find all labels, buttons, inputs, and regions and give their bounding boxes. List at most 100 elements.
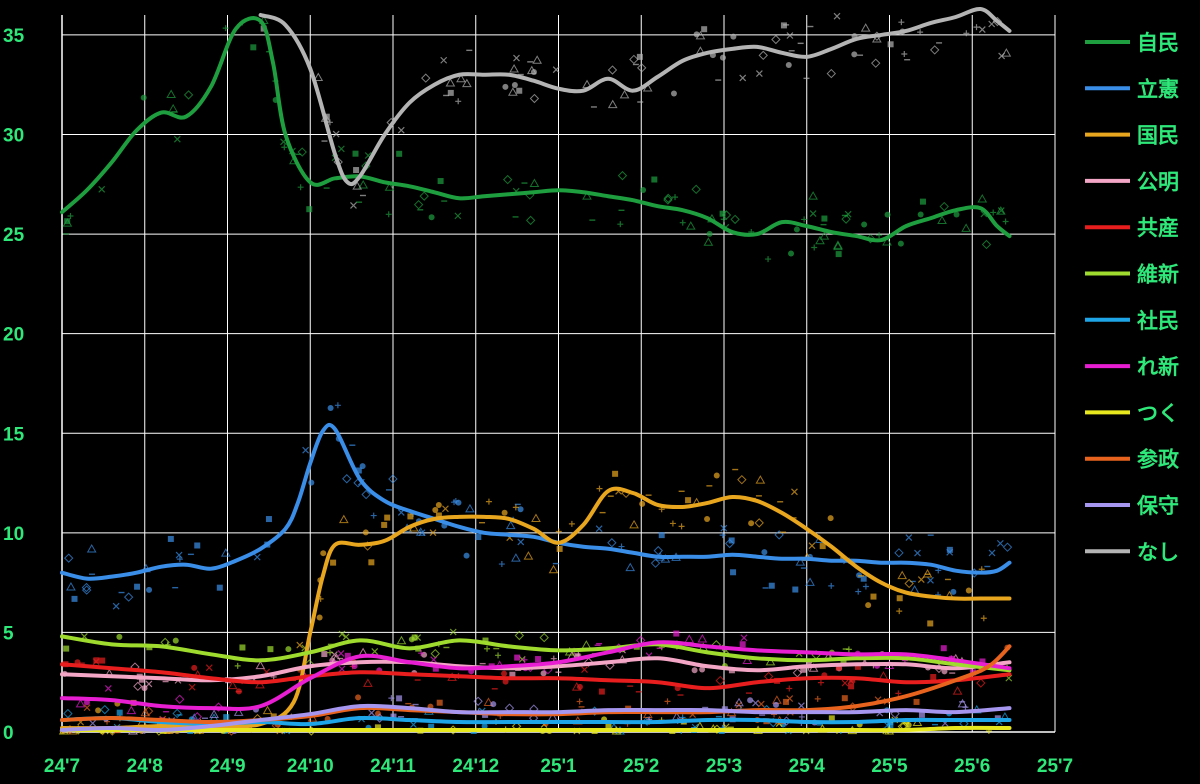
scatter-point-2 <box>755 475 766 484</box>
scatter-point-2 <box>338 514 349 524</box>
scatter-point-5 <box>482 637 489 644</box>
scatter-point-1 <box>81 582 92 593</box>
scatter-point-5 <box>116 633 123 640</box>
scatter-point-11 <box>502 83 509 90</box>
scatter-point-1 <box>950 588 957 595</box>
series-line-7 <box>60 640 1012 711</box>
scatter-point-6 <box>481 723 488 730</box>
x-tick-label: 25'2 <box>623 756 659 777</box>
scatter-point-1 <box>167 535 174 542</box>
scatter-point-7 <box>213 702 224 712</box>
scatter-point-0 <box>811 244 818 251</box>
scatter-point-5 <box>371 648 379 655</box>
scatter-point-10 <box>473 696 483 706</box>
scatter-point-0 <box>884 211 891 218</box>
scatter-point-2 <box>501 509 508 516</box>
scatter-point-2 <box>384 514 391 521</box>
scatter-point-11 <box>978 26 986 33</box>
series-line-8 <box>60 725 1012 733</box>
scatter-point-7 <box>739 641 746 648</box>
scatter-point-1 <box>720 524 728 532</box>
series-line-10 <box>60 703 1012 733</box>
scatter-point-1 <box>452 497 459 504</box>
scatter-point-2 <box>330 559 337 566</box>
scatter-point-2 <box>827 515 834 522</box>
scatter-point-6 <box>63 708 73 719</box>
scatter-point-5 <box>239 644 246 651</box>
scatter-point-0 <box>691 184 701 195</box>
scatter-point-11 <box>636 63 647 73</box>
scatter-point-2 <box>548 564 559 574</box>
scatter-point-2 <box>870 593 877 600</box>
scatter-point-0 <box>679 219 686 226</box>
scatter-point-11 <box>532 55 543 64</box>
scatter-point-1 <box>66 582 76 591</box>
y-tick-label: 10 <box>3 524 24 545</box>
scatter-point-0 <box>297 147 307 157</box>
series-line-0 <box>60 16 1012 243</box>
scatter-point-10 <box>89 719 97 727</box>
scatter-point-2 <box>917 576 925 583</box>
scatter-point-1 <box>761 549 768 556</box>
scatter-point-11 <box>887 41 894 48</box>
scatter-point-9 <box>355 694 362 701</box>
series-line-1 <box>60 422 1012 581</box>
scatter-point-2 <box>639 500 646 507</box>
scatter-point-2 <box>270 713 277 720</box>
scatter-point-0 <box>953 211 960 218</box>
scatter-point-1 <box>517 538 525 546</box>
scatter-point-2 <box>531 513 541 523</box>
scatter-point-10 <box>798 713 805 720</box>
legend-label: 保守 <box>1136 494 1179 518</box>
scatter-point-11 <box>526 65 537 75</box>
scatter-point-2 <box>316 614 323 621</box>
scatter-point-0 <box>385 211 392 218</box>
scatter-point-0 <box>306 206 313 213</box>
scatter-point-0 <box>428 214 435 221</box>
scatter-point-2 <box>612 470 619 477</box>
scatter-point-10 <box>797 702 805 710</box>
scatter-point-0 <box>358 179 369 189</box>
scatter-point-10 <box>209 709 219 718</box>
y-tick-label: 25 <box>3 225 25 246</box>
scatter-point-2 <box>262 705 273 715</box>
scatter-point-4 <box>92 658 100 665</box>
scatter-point-6 <box>410 721 417 728</box>
scatter-point-1 <box>988 549 996 557</box>
scatter-point-1 <box>505 520 516 530</box>
scatter-point-1 <box>607 538 617 548</box>
scatter-point-4 <box>715 675 725 686</box>
scatter-point-1 <box>517 506 524 513</box>
scatter-point-0 <box>396 150 403 157</box>
scatter-point-11 <box>552 66 560 74</box>
scatter-point-0 <box>672 194 679 201</box>
x-tick-label: 25'4 <box>789 756 826 777</box>
scatter-point-9 <box>140 707 151 717</box>
scatter-point-5 <box>765 656 776 666</box>
scatter-point-0 <box>821 215 828 222</box>
scatter-point-4 <box>854 663 861 670</box>
scatter-point-5 <box>495 652 502 659</box>
x-tick-label: 24'12 <box>452 756 499 777</box>
scatter-point-1 <box>792 586 799 593</box>
scatter-point-2 <box>435 501 442 508</box>
scatter-point-0 <box>995 206 1006 215</box>
scatter-point-0 <box>977 193 988 203</box>
scatter-point-2 <box>808 542 816 550</box>
legend-label: 維新 <box>1137 263 1179 287</box>
scatter-point-3 <box>550 655 557 662</box>
scatter-point-1 <box>355 467 362 474</box>
scatter-point-7 <box>742 655 753 665</box>
scatter-point-4 <box>841 679 849 687</box>
scatter-point-1 <box>388 474 398 484</box>
scatter-point-9 <box>83 704 91 712</box>
scatter-point-7 <box>126 705 137 715</box>
scatter-point-0 <box>844 210 852 218</box>
scatter-point-11 <box>642 83 653 92</box>
y-tick-label: 35 <box>3 26 25 47</box>
scatter-point-0 <box>640 186 647 193</box>
scatter-point-2 <box>512 504 519 511</box>
scatter-point-1 <box>860 575 867 582</box>
scatter-point-0 <box>720 216 727 223</box>
scatter-point-0 <box>841 214 851 224</box>
